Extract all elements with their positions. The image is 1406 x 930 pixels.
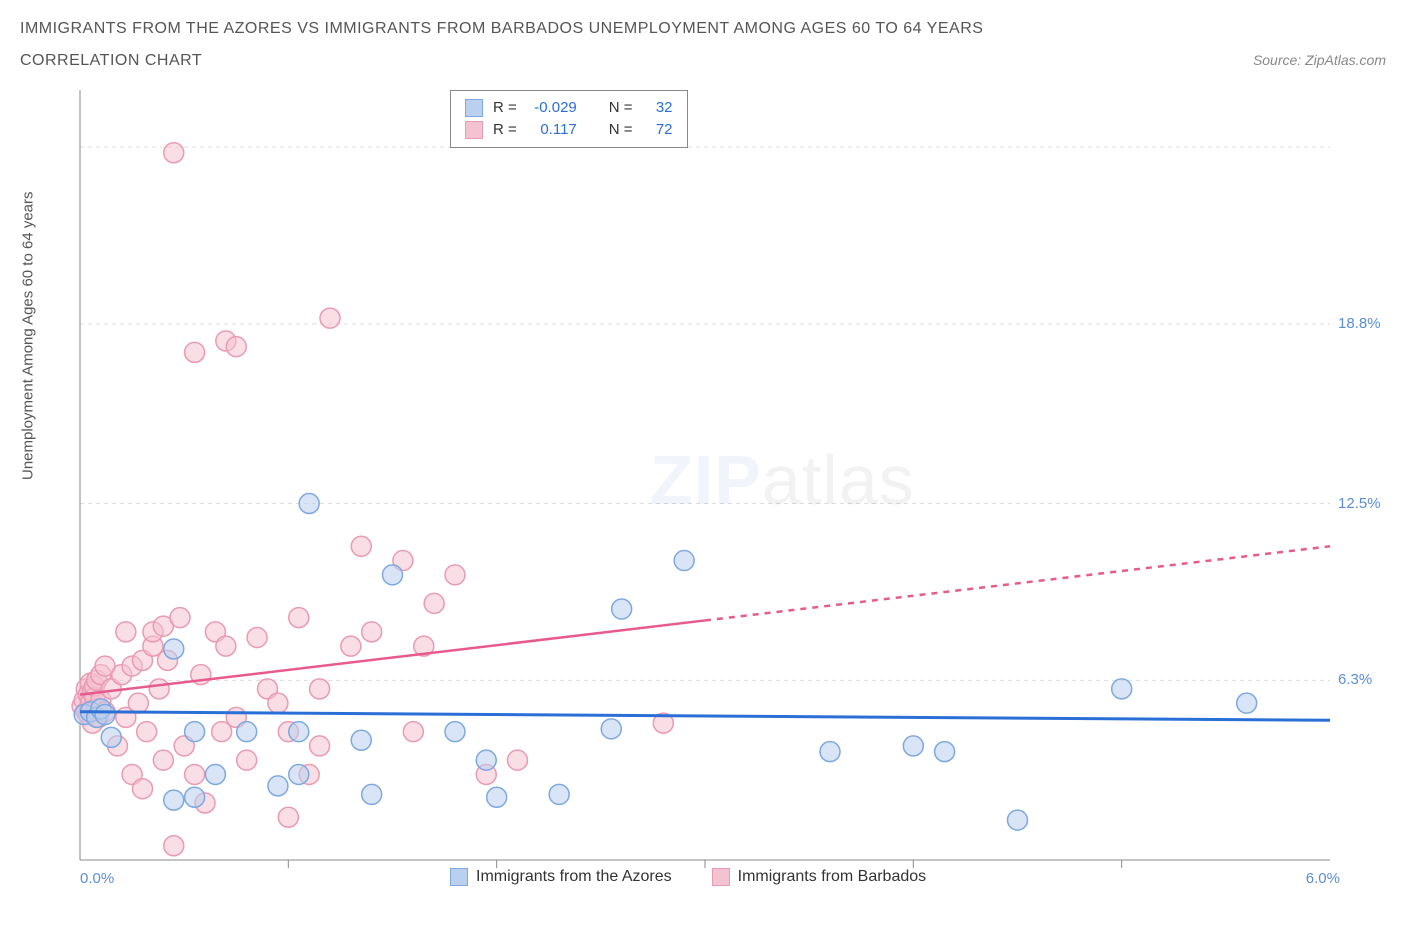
legend-r-label: R = xyxy=(493,97,517,119)
legend-n-value: 72 xyxy=(643,119,673,141)
chart-title-line1: IMMIGRANTS FROM THE AZORES VS IMMIGRANTS… xyxy=(20,20,1386,38)
legend-series-label: Immigrants from Barbados xyxy=(738,868,927,886)
legend-swatch xyxy=(450,868,468,886)
y-tick-label: 6.3% xyxy=(1338,671,1372,688)
stats-legend: R = -0.029 N = 32 R = 0.117 N = 72 xyxy=(450,90,688,148)
y-tick-label: 12.5% xyxy=(1338,495,1381,512)
legend-item: Immigrants from Barbados xyxy=(712,868,927,886)
stats-legend-row: R = 0.117 N = 72 xyxy=(465,119,673,141)
legend-n-label: N = xyxy=(609,119,633,141)
chart-container: Unemployment Among Ages 60 to 64 years Z… xyxy=(20,80,1386,900)
legend-swatch xyxy=(465,121,483,139)
y-tick-label: 18.8% xyxy=(1338,315,1381,332)
source-label: Source: ZipAtlas.com xyxy=(1253,52,1386,68)
x-tick-label: 6.0% xyxy=(1290,870,1340,887)
legend-n-label: N = xyxy=(609,97,633,119)
series-legend: Immigrants from the Azores Immigrants fro… xyxy=(450,868,926,886)
chart-title-line2: CORRELATION CHART xyxy=(20,52,202,70)
legend-swatch xyxy=(712,868,730,886)
legend-n-value: 32 xyxy=(643,97,673,119)
x-tick-label: 0.0% xyxy=(80,870,114,887)
scatter-chart xyxy=(20,80,1386,900)
legend-item: Immigrants from the Azores xyxy=(450,868,672,886)
legend-series-label: Immigrants from the Azores xyxy=(476,868,672,886)
stats-legend-row: R = -0.029 N = 32 xyxy=(465,97,673,119)
legend-r-label: R = xyxy=(493,119,517,141)
legend-swatch xyxy=(465,99,483,117)
legend-r-value: -0.029 xyxy=(527,97,577,119)
legend-r-value: 0.117 xyxy=(527,119,577,141)
